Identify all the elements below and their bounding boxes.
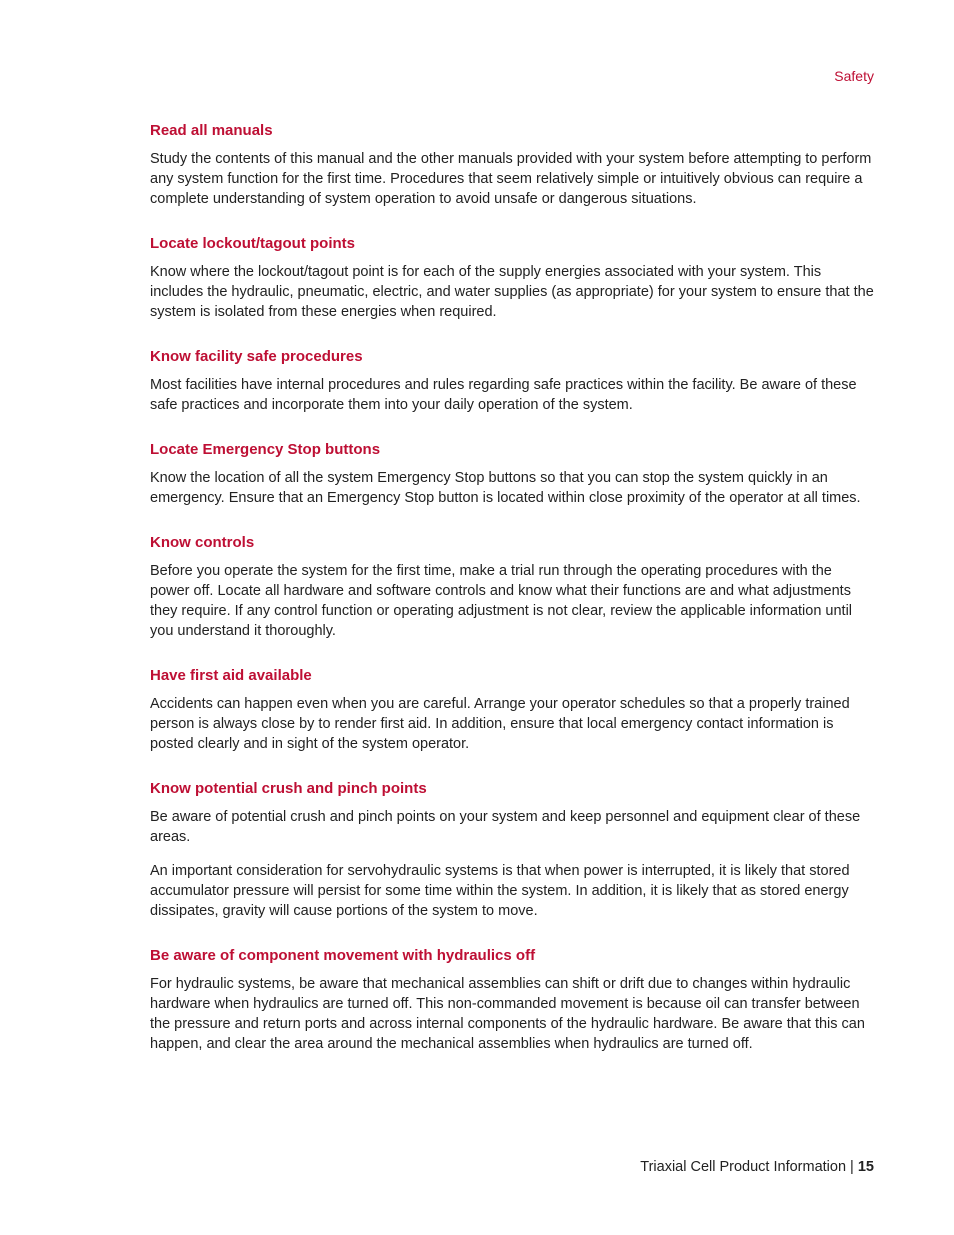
section-body: Study the contents of this manual and th… — [150, 149, 874, 209]
section: Have first aid available Accidents can ha… — [150, 667, 874, 754]
section-paragraph: Know the location of all the system Emer… — [150, 468, 874, 508]
section-heading: Know controls — [150, 534, 874, 551]
section-body: Accidents can happen even when you are c… — [150, 694, 874, 754]
section: Locate lockout/tagout points Know where t… — [150, 235, 874, 322]
section-heading: Be aware of component movement with hydr… — [150, 947, 874, 964]
section-paragraph: Before you operate the system for the fi… — [150, 561, 874, 641]
section: Locate Emergency Stop buttons Know the lo… — [150, 441, 874, 508]
section: Know potential crush and pinch points Be … — [150, 780, 874, 921]
section-heading: Read all manuals — [150, 122, 874, 139]
footer-title: Triaxial Cell Product Information — [640, 1159, 846, 1175]
section: Know facility safe procedures Most facili… — [150, 348, 874, 415]
section-paragraph: Be aware of potential crush and pinch po… — [150, 807, 874, 847]
section-paragraph: Most facilities have internal procedures… — [150, 375, 874, 415]
header-section-label: Safety — [150, 68, 874, 84]
section-heading: Locate Emergency Stop buttons — [150, 441, 874, 458]
sections-container: Read all manuals Study the contents of th… — [150, 122, 874, 1054]
section: Read all manuals Study the contents of th… — [150, 122, 874, 209]
section-heading: Locate lockout/tagout points — [150, 235, 874, 252]
footer-page-number: 15 — [858, 1159, 874, 1175]
page-content: Safety Read all manuals Study the content… — [0, 0, 954, 1140]
section-paragraph: Study the contents of this manual and th… — [150, 149, 874, 209]
section: Be aware of component movement with hydr… — [150, 947, 874, 1054]
page-footer: Triaxial Cell Product Information | 15 — [640, 1159, 874, 1175]
section-paragraph: For hydraulic systems, be aware that mec… — [150, 974, 874, 1054]
section-heading: Know potential crush and pinch points — [150, 780, 874, 797]
section-paragraph: Know where the lockout/tagout point is f… — [150, 262, 874, 322]
section-heading: Know facility safe procedures — [150, 348, 874, 365]
section-body: Be aware of potential crush and pinch po… — [150, 807, 874, 921]
section-body: For hydraulic systems, be aware that mec… — [150, 974, 874, 1054]
section-body: Know where the lockout/tagout point is f… — [150, 262, 874, 322]
section-paragraph: Accidents can happen even when you are c… — [150, 694, 874, 754]
footer-separator: | — [846, 1159, 858, 1175]
section-body: Before you operate the system for the fi… — [150, 561, 874, 641]
section-body: Most facilities have internal procedures… — [150, 375, 874, 415]
section-heading: Have first aid available — [150, 667, 874, 684]
section: Know controls Before you operate the syst… — [150, 534, 874, 641]
section-paragraph: An important consideration for servohydr… — [150, 861, 874, 921]
section-body: Know the location of all the system Emer… — [150, 468, 874, 508]
